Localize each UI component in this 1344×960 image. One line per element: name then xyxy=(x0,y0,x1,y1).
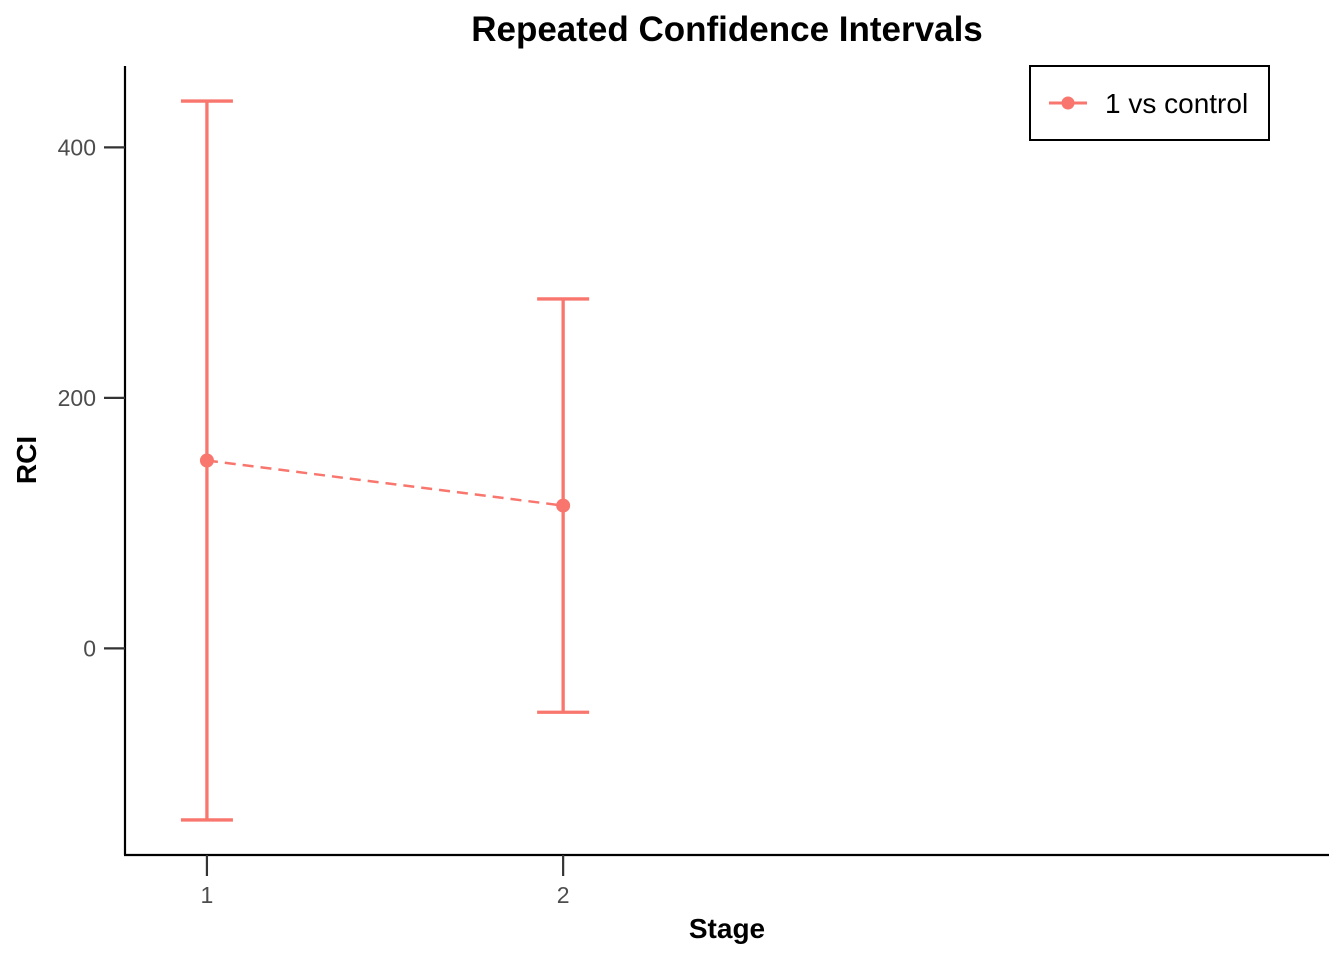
estimate-point xyxy=(199,453,214,468)
series-line xyxy=(206,459,564,507)
legend: 1 vs control xyxy=(1029,65,1270,141)
x-tick-label: 2 xyxy=(557,882,570,908)
y-tick-label: 0 xyxy=(83,635,96,661)
y-tick-label: 200 xyxy=(58,385,96,411)
y-tick-label: 400 xyxy=(58,134,96,160)
estimate-point xyxy=(556,498,571,513)
legend-key-point xyxy=(1061,96,1075,110)
y-axis-ticks: 0 200 400 xyxy=(58,134,125,661)
y-axis-title: RCI xyxy=(11,436,42,484)
error-bar xyxy=(537,297,590,714)
legend-label: 1 vs control xyxy=(1105,88,1248,119)
x-axis-title: Stage xyxy=(689,913,765,944)
x-tick-label: 1 xyxy=(201,882,214,908)
series-layer xyxy=(180,99,590,822)
chart-title: Repeated Confidence Intervals xyxy=(471,10,983,49)
error-bar xyxy=(180,99,233,822)
